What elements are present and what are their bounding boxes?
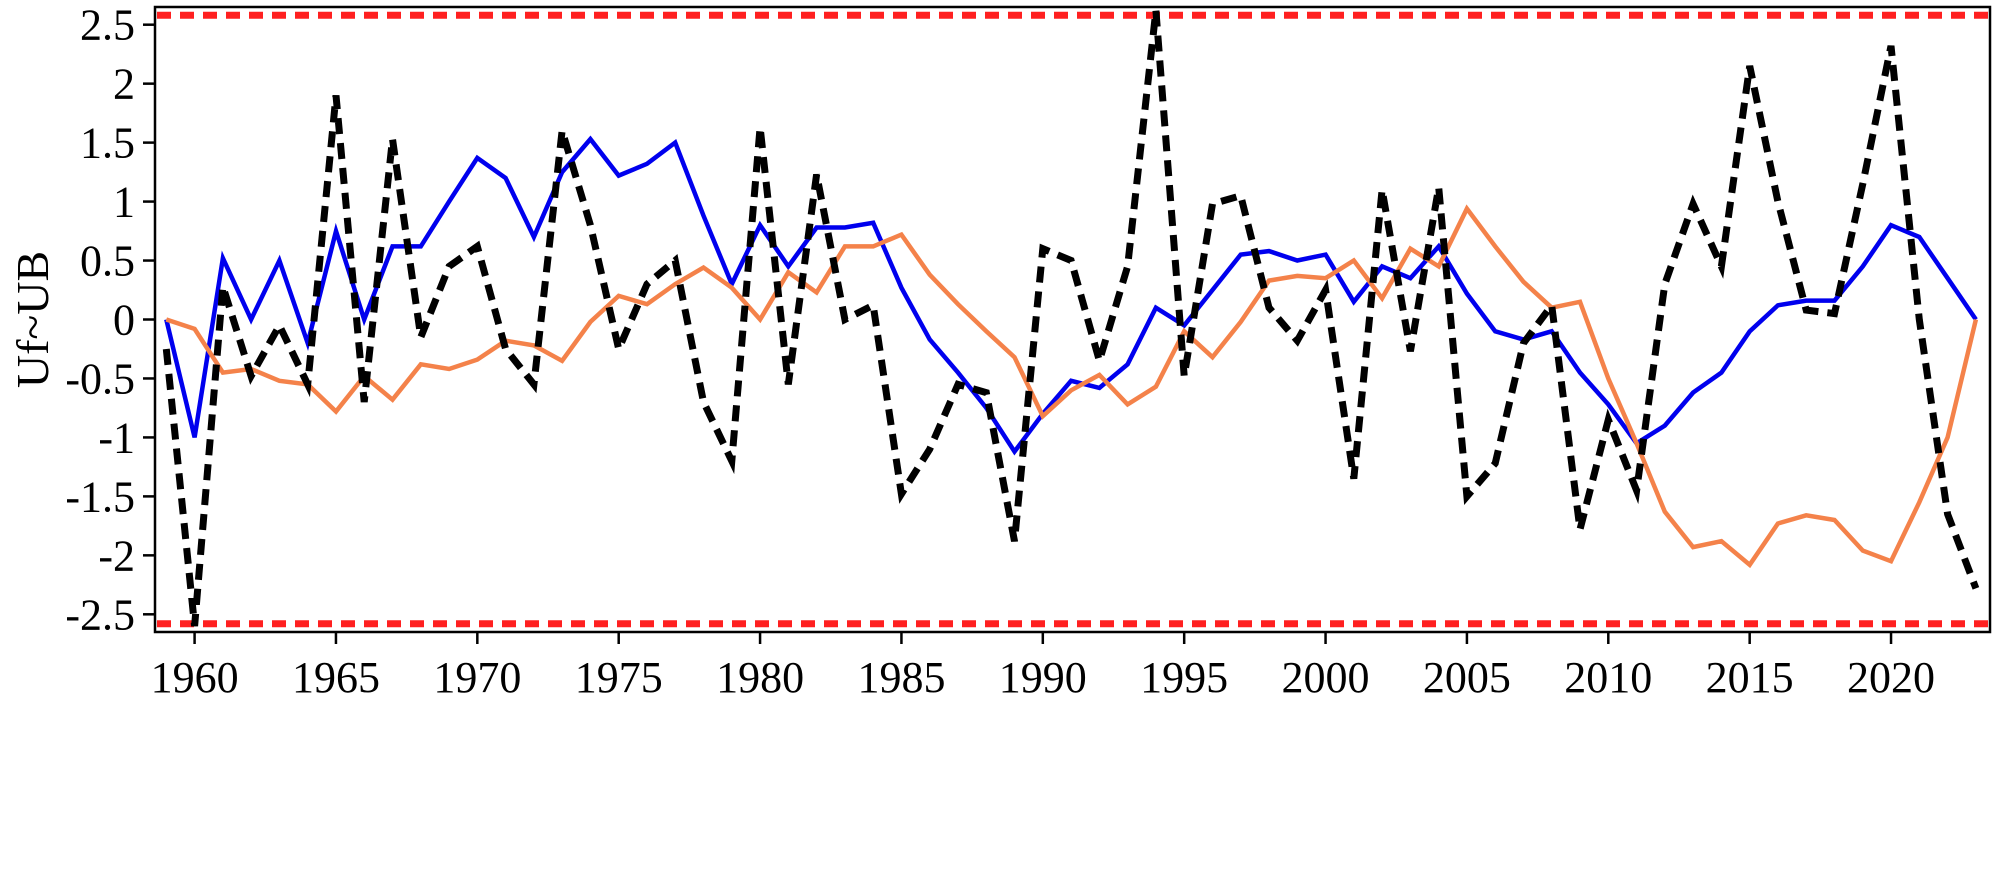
y-tick-label: 1 [113, 178, 135, 227]
x-tick-label: 1975 [575, 653, 663, 702]
x-tick-label: 1965 [292, 653, 380, 702]
x-tick-label: 1960 [151, 653, 239, 702]
plot-frame [153, 5, 1992, 634]
y-tick-label: 1.5 [80, 119, 135, 168]
x-tick-label: 1970 [433, 653, 521, 702]
uf-series-line [164, 135, 1978, 456]
axes: -2.5 -2 -1.5 -1 -0.5 0 0.5 1 1.5 2 2.5 1960 1965 1970… [65, 1, 1992, 702]
y-tick-label: -2.5 [65, 590, 135, 639]
x-tick-label: 2010 [1564, 653, 1652, 702]
y-tick-label: 2.5 [80, 1, 135, 50]
y-tick-label: -2 [98, 531, 135, 580]
y-tick-label: -1 [98, 413, 135, 462]
x-tick-label: 1980 [716, 653, 804, 702]
plot-area [157, 10, 1988, 628]
y-tick-label: 0 [113, 296, 135, 345]
dashed-series-line [162, 10, 1980, 627]
x-tick-label: 2015 [1706, 653, 1794, 702]
x-tick-label: 2000 [1282, 653, 1370, 702]
y-tick-label: -0.5 [65, 354, 135, 403]
y-axis-title: Uf~UB [7, 251, 58, 388]
ub-series-line [165, 204, 1979, 569]
x-tick-label: 2005 [1423, 653, 1511, 702]
y-tick-label: 0.5 [80, 237, 135, 286]
x-tick-label: 2020 [1847, 653, 1935, 702]
x-tick-label: 1990 [999, 653, 1087, 702]
y-tick-label: -1.5 [65, 472, 135, 521]
y-tick-label: 2 [113, 60, 135, 109]
x-tick-label: 1995 [1140, 653, 1228, 702]
x-tick-label: 1985 [857, 653, 945, 702]
